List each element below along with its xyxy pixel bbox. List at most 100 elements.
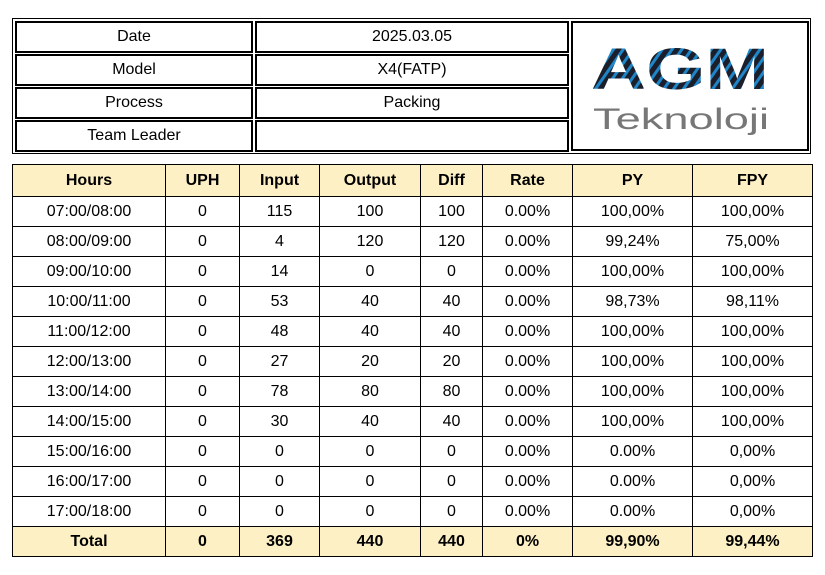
table-header-row: Hours UPH Input Output Diff Rate PY FPY xyxy=(12,164,813,197)
table-cell: 120 xyxy=(319,226,421,257)
table-cell: 40 xyxy=(319,406,421,437)
table-row: 17:00/18:00 0 0 0 0 0.00% 0.00% 0,00% xyxy=(12,496,813,527)
table-cell: 0.00% xyxy=(482,376,573,407)
table-row: 12:00/13:00 0 27 20 20 0.00% 100,00% 100,00% xyxy=(12,346,813,377)
table-cell: 100,00% xyxy=(572,196,693,227)
table-cell: 30 xyxy=(239,406,320,437)
table-row: 10:00/11:00 0 53 40 40 0.00% 98,73% 98,11% xyxy=(12,286,813,317)
table-cell: 0.00% xyxy=(482,196,573,227)
team-leader-value xyxy=(255,120,569,152)
table-cell: 0 xyxy=(165,466,240,497)
table-cell: 99,90% xyxy=(572,526,693,557)
table-cell: 100,00% xyxy=(572,406,693,437)
table-cell: 0 xyxy=(420,466,483,497)
column-header: PY xyxy=(572,164,693,197)
table-cell: 100,00% xyxy=(692,376,813,407)
table-cell: 0.00% xyxy=(482,226,573,257)
table-cell: 13:00/14:00 xyxy=(12,376,166,407)
table-cell: 98,11% xyxy=(692,286,813,317)
table-cell: 120 xyxy=(420,226,483,257)
table-cell: 0 xyxy=(420,436,483,467)
table-cell: 40 xyxy=(420,406,483,437)
table-cell: 07:00/08:00 xyxy=(12,196,166,227)
column-header: Output xyxy=(319,164,421,197)
table-cell: 0% xyxy=(482,526,573,557)
table-row: 15:00/16:00 0 0 0 0 0.00% 0.00% 0,00% xyxy=(12,436,813,467)
table-total-row: Total 0 369 440 440 0% 99,90% 99,44% xyxy=(12,526,813,557)
table-cell: 0.00% xyxy=(572,466,693,497)
table-cell: 99,44% xyxy=(692,526,813,557)
table-cell: 53 xyxy=(239,286,320,317)
table-cell: 440 xyxy=(319,526,421,557)
table-cell: Total xyxy=(12,526,166,557)
company-logo: AGM Teknoloji xyxy=(571,21,809,151)
table-cell: 100,00% xyxy=(572,256,693,287)
table-cell: 0 xyxy=(319,436,421,467)
table-cell: 100,00% xyxy=(572,316,693,347)
logo-sub-text: Teknoloji xyxy=(593,103,769,136)
table-cell: 440 xyxy=(420,526,483,557)
header-info-block: Date 2025.03.05 Model X4(FATP) Process P… xyxy=(12,18,811,154)
table-cell: 20 xyxy=(420,346,483,377)
table-cell: 100,00% xyxy=(692,256,813,287)
table-cell: 0.00% xyxy=(482,256,573,287)
table-cell: 80 xyxy=(319,376,421,407)
table-cell: 0.00% xyxy=(482,406,573,437)
column-header: Input xyxy=(239,164,320,197)
table-cell: 100 xyxy=(319,196,421,227)
table-cell: 0 xyxy=(165,346,240,377)
table-cell: 0 xyxy=(420,256,483,287)
logo-main-text: AGM xyxy=(591,37,769,102)
table-cell: 100,00% xyxy=(692,406,813,437)
column-header: Diff xyxy=(420,164,483,197)
table-cell: 0 xyxy=(319,256,421,287)
table-cell: 0 xyxy=(165,406,240,437)
table-cell: 09:00/10:00 xyxy=(12,256,166,287)
table-cell: 12:00/13:00 xyxy=(12,346,166,377)
table-cell: 0,00% xyxy=(692,496,813,527)
table-row: 14:00/15:00 0 30 40 40 0.00% 100,00% 100,00% xyxy=(12,406,813,437)
table-cell: 40 xyxy=(319,286,421,317)
table-cell: 80 xyxy=(420,376,483,407)
table-cell: 14 xyxy=(239,256,320,287)
table-cell: 0.00% xyxy=(482,436,573,467)
table-cell: 11:00/12:00 xyxy=(12,316,166,347)
column-header: Hours xyxy=(12,164,166,197)
process-value: Packing xyxy=(255,87,569,119)
table-cell: 0.00% xyxy=(482,346,573,377)
table-cell: 4 xyxy=(239,226,320,257)
table-cell: 0 xyxy=(239,436,320,467)
process-label: Process xyxy=(15,87,253,119)
column-header: Rate xyxy=(482,164,573,197)
table-cell: 15:00/16:00 xyxy=(12,436,166,467)
table-row: 07:00/08:00 0 115 100 100 0.00% 100,00% 100,00% xyxy=(12,196,813,227)
model-value: X4(FATP) xyxy=(255,54,569,86)
table-row: 08:00/09:00 0 4 120 120 0.00% 99,24% 75,00% xyxy=(12,226,813,257)
table-cell: 0.00% xyxy=(572,496,693,527)
table-cell: 40 xyxy=(319,316,421,347)
table-cell: 14:00/15:00 xyxy=(12,406,166,437)
table-cell: 40 xyxy=(420,286,483,317)
table-cell: 0 xyxy=(165,526,240,557)
table-cell: 0 xyxy=(420,496,483,527)
column-header: FPY xyxy=(692,164,813,197)
production-table: Hours UPH Input Output Diff Rate PY FPY … xyxy=(12,164,813,557)
model-label: Model xyxy=(15,54,253,86)
table-cell: 0 xyxy=(165,256,240,287)
date-label: Date xyxy=(15,21,253,53)
date-value: 2025.03.05 xyxy=(255,21,569,53)
table-cell: 100,00% xyxy=(572,346,693,377)
table-cell: 100,00% xyxy=(692,196,813,227)
table-cell: 0.00% xyxy=(482,496,573,527)
table-cell: 100,00% xyxy=(692,316,813,347)
table-cell: 99,24% xyxy=(572,226,693,257)
table-cell: 0 xyxy=(239,466,320,497)
table-cell: 0 xyxy=(165,286,240,317)
table-cell: 10:00/11:00 xyxy=(12,286,166,317)
table-cell: 0 xyxy=(319,466,421,497)
table-cell: 0,00% xyxy=(692,466,813,497)
table-cell: 0 xyxy=(165,496,240,527)
table-cell: 16:00/17:00 xyxy=(12,466,166,497)
table-cell: 0.00% xyxy=(482,466,573,497)
team-leader-label: Team Leader xyxy=(15,120,253,152)
